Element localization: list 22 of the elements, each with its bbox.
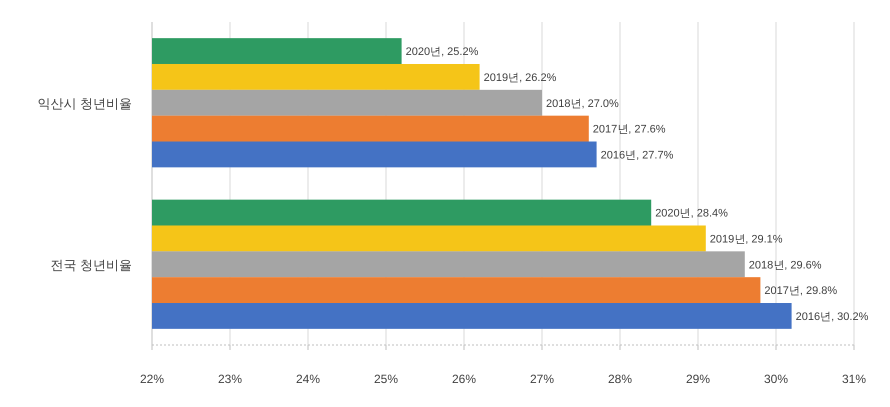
x-tick-label: 24% xyxy=(296,372,320,386)
x-tick-label: 30% xyxy=(764,372,788,386)
data-label: 2017년, 29.8% xyxy=(764,285,838,298)
data-label: 2020년, 25.2% xyxy=(406,46,479,58)
x-tick-label: 29% xyxy=(686,372,710,386)
x-tick-label: 25% xyxy=(374,372,398,386)
x-tick-label: 27% xyxy=(530,372,554,386)
x-tick-label: 22% xyxy=(140,372,164,386)
x-tick-label: 28% xyxy=(608,372,632,386)
data-label: 2019년, 26.2% xyxy=(484,72,557,84)
x-tick-label: 31% xyxy=(842,372,866,386)
x-tick-label: 23% xyxy=(218,372,242,386)
data-label: 2020년, 28.4% xyxy=(655,208,728,220)
data-label: 2016년, 30.2% xyxy=(796,310,869,323)
y-tick-label: 익산시 청년비율 xyxy=(37,96,132,111)
data-label: 2019년, 29.1% xyxy=(710,233,783,246)
y-tick-label: 전국 청년비율 xyxy=(50,257,132,272)
x-tick-label: 26% xyxy=(452,372,476,386)
data-label: 2018년, 27.0% xyxy=(546,98,619,110)
data-label: 2018년, 29.6% xyxy=(748,259,822,272)
data-label: 2017년, 27.6% xyxy=(592,124,666,136)
data-label: 2016년, 27.7% xyxy=(600,149,674,162)
